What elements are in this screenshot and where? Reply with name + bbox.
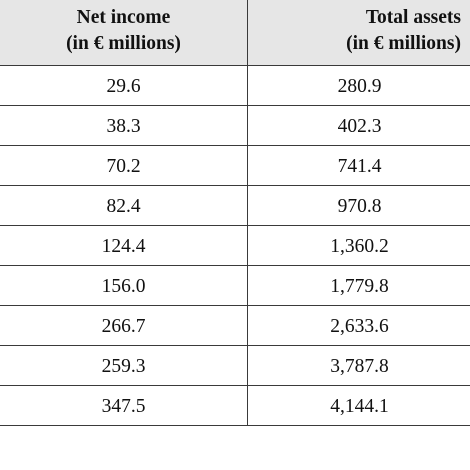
table-header: Net income (in € millions) Total assets … xyxy=(0,0,470,66)
cell-total-assets: 4,144.1 xyxy=(247,385,470,426)
cell-net-income: 82.4 xyxy=(0,185,248,226)
table-row: 124.4 1,360.2 xyxy=(0,225,470,266)
cell-total-assets: 280.9 xyxy=(247,65,470,106)
header-total-assets-title: Total assets xyxy=(365,7,461,28)
cell-total-assets: 3,787.8 xyxy=(247,345,470,386)
header-total-assets: Total assets (in € millions) xyxy=(247,0,470,66)
table-row: 156.0 1,779.8 xyxy=(0,265,470,306)
header-net-income-title: Net income xyxy=(76,7,171,28)
cell-total-assets: 1,779.8 xyxy=(247,265,470,306)
cell-total-assets: 2,633.6 xyxy=(247,305,470,346)
cell-total-assets: 970.8 xyxy=(247,185,470,226)
cell-net-income: 259.3 xyxy=(0,345,248,386)
cell-total-assets: 1,360.2 xyxy=(247,225,470,266)
cell-net-income: 266.7 xyxy=(0,305,248,346)
cell-net-income: 70.2 xyxy=(0,145,248,186)
table-row: 38.3 402.3 xyxy=(0,105,470,146)
table-row: 347.5 4,144.1 xyxy=(0,385,470,426)
table-row: 70.2 741.4 xyxy=(0,145,470,186)
cell-net-income: 124.4 xyxy=(0,225,248,266)
cell-net-income: 156.0 xyxy=(0,265,248,306)
cell-net-income: 347.5 xyxy=(0,385,248,426)
header-row: Net income (in € millions) Total assets … xyxy=(0,0,470,66)
table-body: 29.6 280.9 38.3 402.3 70.2 741.4 82.4 97… xyxy=(0,65,470,426)
header-net-income: Net income (in € millions) xyxy=(0,0,248,66)
table-row: 82.4 970.8 xyxy=(0,185,470,226)
header-net-income-unit: (in € millions) xyxy=(66,33,181,54)
cell-net-income: 29.6 xyxy=(0,65,248,106)
table-row: 29.6 280.9 xyxy=(0,65,470,106)
table-row: 266.7 2,633.6 xyxy=(0,305,470,346)
header-total-assets-unit: (in € millions) xyxy=(346,33,461,54)
data-table: Net income (in € millions) Total assets … xyxy=(0,0,470,426)
cell-total-assets: 741.4 xyxy=(247,145,470,186)
cell-total-assets: 402.3 xyxy=(247,105,470,146)
table-row: 259.3 3,787.8 xyxy=(0,345,470,386)
cell-net-income: 38.3 xyxy=(0,105,248,146)
